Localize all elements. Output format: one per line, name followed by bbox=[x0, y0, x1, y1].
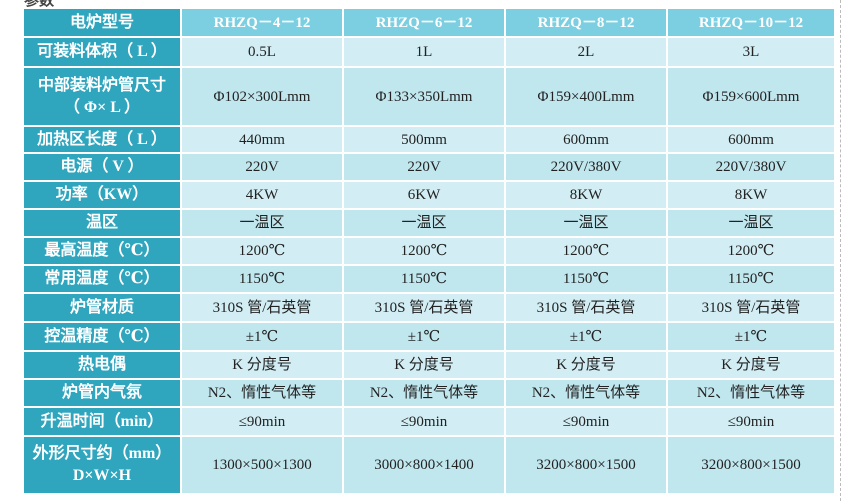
cell: 8KW bbox=[504, 180, 668, 210]
table-row: 加热区长度（ L ） 440mm 500mm 600mm 600mm bbox=[22, 125, 836, 154]
cell: 310S 管/石英管 bbox=[666, 292, 836, 323]
cell: 1150℃ bbox=[504, 264, 668, 294]
cell: 1150℃ bbox=[666, 264, 836, 294]
table-row: 温区 一温区 一温区 一温区 一温区 bbox=[22, 208, 836, 238]
cell: Φ159×400Lmm bbox=[504, 66, 668, 127]
table-row: 最高温度（℃） 1200℃ 1200℃ 1200℃ 1200℃ bbox=[22, 236, 836, 266]
cell: N2、惰性气体等 bbox=[666, 378, 836, 408]
table-row: 中部装料炉管尺寸 （ Φ× L ） Φ102×300Lmm Φ133×350Lmm Φ… bbox=[22, 66, 836, 127]
cell: 220V/380V bbox=[504, 152, 668, 182]
row-label: 控温精度（℃） bbox=[22, 321, 182, 352]
cell: 0.5L bbox=[180, 36, 344, 68]
cell: N2、惰性气体等 bbox=[342, 378, 506, 408]
cell: Φ102×300Lmm bbox=[180, 66, 344, 127]
cell: 220V bbox=[180, 152, 344, 182]
cell: 1200℃ bbox=[666, 236, 836, 266]
row-label: 中部装料炉管尺寸 （ Φ× L ） bbox=[22, 66, 182, 127]
row-label: 炉管材质 bbox=[22, 292, 182, 323]
row-label: 外形尺寸约（mm） D×W×H bbox=[22, 435, 182, 495]
table-row: 电炉型号 RHZQ－4－12 RHZQ－6－12 RHZQ－8－12 RHZQ－10－1… bbox=[22, 7, 836, 38]
cell: ±1℃ bbox=[342, 321, 506, 352]
cell: Φ133×350Lmm bbox=[342, 66, 506, 127]
heading: 参数 bbox=[24, 0, 55, 9]
cell: 3200×800×1500 bbox=[504, 435, 668, 495]
table-row: 炉管内气氛 N2、惰性气体等 N2、惰性气体等 N2、惰性气体等 N2、惰性气体等 bbox=[22, 378, 836, 408]
table-row: 升温时间（min） ≤90min ≤90min ≤90min ≤90min bbox=[22, 406, 836, 437]
cell: K 分度号 bbox=[666, 350, 836, 380]
cell: ±1℃ bbox=[504, 321, 668, 352]
cell: RHZQ－8－12 bbox=[504, 7, 668, 38]
cell: 3L bbox=[666, 36, 836, 68]
cell: 4KW bbox=[180, 180, 344, 210]
cell: 310S 管/石英管 bbox=[342, 292, 506, 323]
cell: ±1℃ bbox=[180, 321, 344, 352]
cell: 1300×500×1300 bbox=[180, 435, 344, 495]
spec-table: 电炉型号 RHZQ－4－12 RHZQ－6－12 RHZQ－8－12 RHZQ－10－1… bbox=[22, 7, 836, 495]
cell: 220V bbox=[342, 152, 506, 182]
cell: 310S 管/石英管 bbox=[180, 292, 344, 323]
cell: 1200℃ bbox=[180, 236, 344, 266]
cell: ±1℃ bbox=[666, 321, 836, 352]
table-row: 外形尺寸约（mm） D×W×H 1300×500×1300 3000×800×140… bbox=[22, 435, 836, 495]
cell: K 分度号 bbox=[342, 350, 506, 380]
cell: 2L bbox=[504, 36, 668, 68]
cell: 1L bbox=[342, 36, 506, 68]
cell: ≤90min bbox=[342, 406, 506, 437]
row-label: 最高温度（℃） bbox=[22, 236, 182, 266]
row-label: 可装料体积（ L ） bbox=[22, 36, 182, 68]
edge-line bbox=[840, 0, 841, 501]
cell: 3000×800×1400 bbox=[342, 435, 506, 495]
cell: K 分度号 bbox=[504, 350, 668, 380]
cell: 600mm bbox=[504, 125, 668, 154]
cell: 3200×800×1500 bbox=[666, 435, 836, 495]
row-label: 电源（ V ） bbox=[22, 152, 182, 182]
row-label: 电炉型号 bbox=[22, 7, 182, 38]
cell: ≤90min bbox=[666, 406, 836, 437]
cell: 500mm bbox=[342, 125, 506, 154]
row-label: 炉管内气氛 bbox=[22, 378, 182, 408]
cell: 一温区 bbox=[342, 208, 506, 238]
cell: 310S 管/石英管 bbox=[504, 292, 668, 323]
row-label: 热电偶 bbox=[22, 350, 182, 380]
cell: 一温区 bbox=[180, 208, 344, 238]
cell: 一温区 bbox=[504, 208, 668, 238]
table-row: 常用温度（℃） 1150℃ 1150℃ 1150℃ 1150℃ bbox=[22, 264, 836, 294]
cell: 1200℃ bbox=[504, 236, 668, 266]
cell: Φ159×600Lmm bbox=[666, 66, 836, 127]
cell: 一温区 bbox=[666, 208, 836, 238]
cell: 600mm bbox=[666, 125, 836, 154]
row-label: 温区 bbox=[22, 208, 182, 238]
row-label: 功率（KW） bbox=[22, 180, 182, 210]
table-row: 功率（KW） 4KW 6KW 8KW 8KW bbox=[22, 180, 836, 210]
cell: ≤90min bbox=[180, 406, 344, 437]
table-row: 电源（ V ） 220V 220V 220V/380V 220V/380V bbox=[22, 152, 836, 182]
cell: N2、惰性气体等 bbox=[504, 378, 668, 408]
table-row: 可装料体积（ L ） 0.5L 1L 2L 3L bbox=[22, 36, 836, 68]
cell: N2、惰性气体等 bbox=[180, 378, 344, 408]
table-row: 炉管材质 310S 管/石英管 310S 管/石英管 310S 管/石英管 310S 管… bbox=[22, 292, 836, 323]
row-label: 常用温度（℃） bbox=[22, 264, 182, 294]
cell: 1150℃ bbox=[342, 264, 506, 294]
cell: 1200℃ bbox=[342, 236, 506, 266]
cell: RHZQ－10－12 bbox=[666, 7, 836, 38]
table-row: 热电偶 K 分度号 K 分度号 K 分度号 K 分度号 bbox=[22, 350, 836, 380]
cell: RHZQ－6－12 bbox=[342, 7, 506, 38]
cell: 1150℃ bbox=[180, 264, 344, 294]
cell: 8KW bbox=[666, 180, 836, 210]
row-label: 升温时间（min） bbox=[22, 406, 182, 437]
cell: 6KW bbox=[342, 180, 506, 210]
row-label: 加热区长度（ L ） bbox=[22, 125, 182, 154]
cell: RHZQ－4－12 bbox=[180, 7, 344, 38]
table-row: 控温精度（℃） ±1℃ ±1℃ ±1℃ ±1℃ bbox=[22, 321, 836, 352]
cell: 440mm bbox=[180, 125, 344, 154]
cell: 220V/380V bbox=[666, 152, 836, 182]
cell: ≤90min bbox=[504, 406, 668, 437]
cell: K 分度号 bbox=[180, 350, 344, 380]
